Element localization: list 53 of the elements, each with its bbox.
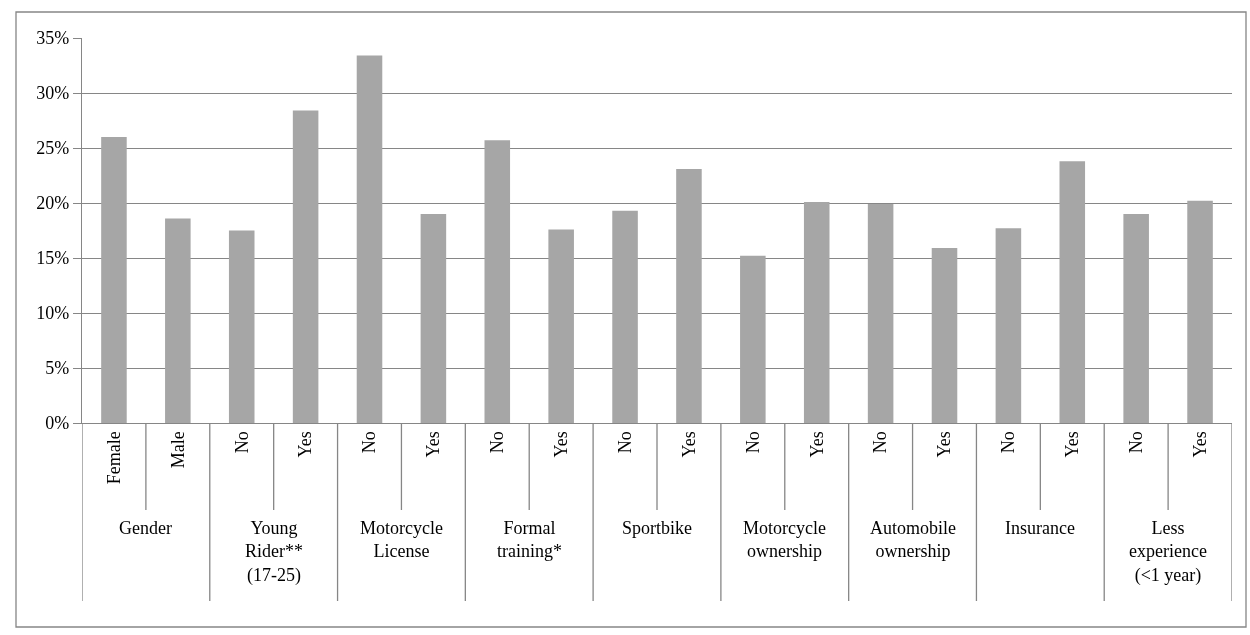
bar (101, 137, 127, 423)
bar (356, 55, 383, 423)
bar (676, 168, 702, 423)
text: Sportbike (622, 518, 693, 538)
x-tick-label: Yes (423, 431, 444, 458)
y-tick-label: 35% (36, 28, 70, 49)
y-tick-label: 5% (45, 358, 70, 379)
x-tick-label: No (998, 431, 1019, 454)
x-tick-label: No (614, 431, 635, 454)
text: Gender (119, 518, 172, 538)
text: Insurance (1005, 518, 1075, 538)
x-tick-label: No (359, 431, 380, 454)
x-tick-label: No (231, 431, 252, 454)
bar (484, 140, 511, 423)
x-tick-label: Yes (806, 431, 827, 458)
text: Motorcycle ownership (743, 518, 826, 562)
x-tick-label: No (870, 431, 891, 454)
bar (292, 110, 319, 423)
bar (867, 204, 894, 423)
bar (931, 248, 958, 423)
x-tick-label: Female (103, 431, 124, 485)
x-tick-label: Male (167, 431, 188, 469)
x-tick-label: No (742, 431, 763, 454)
bar (165, 218, 191, 423)
text: Young Rider** (17-25) (245, 518, 303, 586)
y-tick-label: 15% (36, 248, 70, 269)
x-tick-label: Yes (295, 431, 316, 458)
bar (995, 228, 1022, 423)
x-tick-label: Yes (1189, 431, 1210, 458)
bar (1123, 214, 1149, 423)
x-tick-label: Yes (551, 431, 572, 458)
bar (548, 229, 574, 423)
text: Automobile ownership (870, 518, 956, 562)
y-tick-label: 10% (36, 303, 70, 324)
text: Formal training* (497, 518, 562, 562)
x-tick-label: Yes (1062, 431, 1083, 458)
x-tick-label: Yes (678, 431, 699, 458)
y-tick-label: 25% (36, 138, 70, 159)
bar (228, 230, 255, 423)
y-tick-label: 0% (45, 413, 70, 434)
text: Motorcycle License (360, 518, 443, 562)
x-tick-label: Yes (934, 431, 955, 458)
bar (1187, 200, 1213, 423)
bar (740, 255, 766, 423)
y-tick-label: 20% (36, 193, 70, 214)
bar (420, 214, 447, 423)
x-tick-label: No (1126, 431, 1147, 454)
bar (803, 201, 830, 423)
bar (612, 210, 638, 423)
text: Less experience (<1 year) (1129, 518, 1207, 586)
y-tick-label: 30% (36, 83, 70, 104)
bar (1059, 161, 1086, 423)
x-tick-label: No (487, 431, 508, 454)
